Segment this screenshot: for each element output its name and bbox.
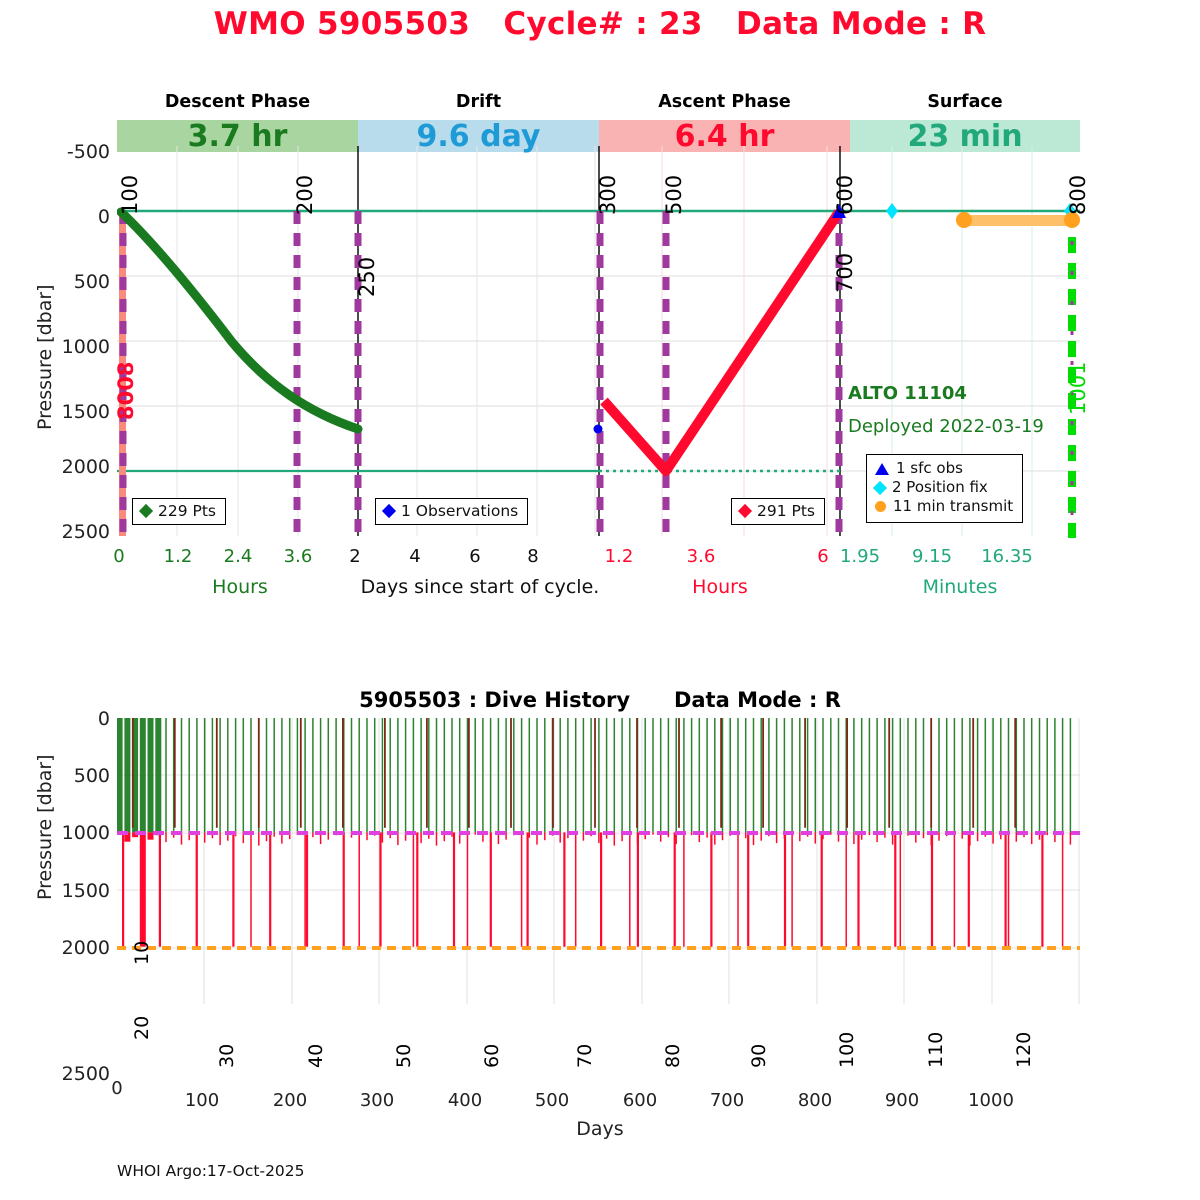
top-ytick-5: 2000 — [61, 456, 110, 478]
msg-label-8008: 8008 — [114, 361, 138, 420]
phase-title-descent: Descent Phase — [164, 92, 311, 112]
bot-ytick-1: 500 — [73, 765, 110, 787]
legend-drift-observations: 1 Observations — [375, 498, 529, 525]
top-xtick-hours-2: 2.4 — [223, 546, 253, 567]
legend-descent-points: 229 Pts — [132, 498, 227, 525]
msg-label-100: 100 — [118, 174, 142, 215]
float-id-annotation: ALTO 11104 — [848, 383, 967, 404]
cycle-label-90: 90 — [748, 1043, 770, 1068]
top-xtick-days-2: 6 — [469, 546, 481, 567]
cycle-label-70: 70 — [574, 1043, 596, 1068]
dive-history-title: 5905503 : Dive History Data Mode : R — [359, 688, 841, 712]
bot-xtick-10: 1000 — [968, 1090, 1014, 1111]
bot-xtick-3: 300 — [359, 1090, 395, 1111]
top-ytick-0: -500 — [66, 141, 110, 163]
cycle-label-40: 40 — [305, 1043, 327, 1068]
phase-band-surface: 23 min — [850, 119, 1080, 154]
top-xtick-min-1: 9.15 — [911, 546, 953, 567]
bot-xtick-4: 400 — [447, 1090, 483, 1111]
msg-label-700: 700 — [833, 252, 857, 293]
top-xtick-days-1: 4 — [409, 546, 421, 567]
position-fix-marker-1 — [886, 203, 898, 219]
legend-drift-observations-label: 1 Observations — [401, 502, 519, 520]
bot-xtick-7: 700 — [709, 1090, 745, 1111]
deploy-date-annotation: Deployed 2022-03-19 — [848, 416, 1044, 437]
triangle-icon — [875, 462, 889, 475]
cycle-label-30: 30 — [216, 1043, 238, 1068]
cycle-label-80: 80 — [662, 1043, 684, 1068]
legend-row-position-fix: 2 Position fix — [872, 478, 1013, 497]
legend-row-sfc-obs: 1 sfc obs — [875, 459, 1013, 478]
phase-title-surface: Surface — [927, 92, 1003, 112]
msg-label-1001: 1001 — [1066, 361, 1090, 415]
top-ytick-2: 500 — [73, 271, 110, 293]
top-ytick-3: 1000 — [61, 336, 110, 358]
diamond-icon — [872, 480, 888, 495]
top-xtick-hours-3: 3.6 — [283, 546, 313, 567]
diamond-icon — [138, 503, 154, 519]
footer-text: WHOI Argo:17-Oct-2025 — [117, 1162, 305, 1180]
top-ytick-6: 2500 — [61, 521, 110, 543]
msg-label-600: 600 — [833, 174, 857, 215]
cycle-label-110: 110 — [925, 1031, 947, 1068]
top-xtick-ahours-0: 1.2 — [604, 546, 634, 567]
cycle-label-20: 20 — [131, 1015, 153, 1040]
msg-label-250: 250 — [355, 256, 379, 297]
top-xaxis-name-ahours: Hours — [692, 576, 748, 598]
legend-position-fix-label: 2 Position fix — [892, 478, 988, 497]
top-xtick-hours-1: 1.2 — [163, 546, 193, 567]
top-xtick-min-0: 1.95 — [839, 546, 881, 567]
msg-label-800: 800 — [1066, 174, 1090, 215]
top-xtick-ahours-1: 3.6 — [686, 546, 716, 567]
legend-sfc-obs-label: 1 sfc obs — [896, 459, 963, 477]
legend-row-transmit: 11 min transmit — [875, 497, 1013, 516]
legend-transmit-label: 11 min transmit — [893, 497, 1014, 516]
bot-ytick-5: 2500 — [61, 1063, 110, 1085]
legend-ascent-points: 291 Pts — [731, 498, 826, 525]
page-title: WMO 5905503 Cycle# : 23 Data Mode : R — [213, 6, 987, 42]
msg-label-300: 300 — [596, 174, 620, 215]
top-ytick-1: 0 — [97, 206, 110, 228]
top-xtick-min-2: 16.35 — [981, 546, 1033, 567]
dive-history-canvas — [117, 718, 1080, 1004]
legend-descent-points-label: 229 Pts — [158, 502, 217, 520]
bot-xtick-8: 800 — [797, 1090, 833, 1111]
cycle-label-10: 10 — [131, 940, 153, 965]
top-xtick-hours-0: 0 — [113, 546, 125, 567]
bot-xtick-1: 100 — [184, 1090, 220, 1111]
top-ytick-4: 1500 — [61, 401, 110, 423]
surface-legend: 1 sfc obs 2 Position fix 11 min transmit — [866, 454, 1024, 523]
cycle-label-50: 50 — [393, 1043, 415, 1068]
top-xtick-days-0: 2 — [349, 546, 361, 567]
bot-xtick-0: 0 — [111, 1078, 123, 1099]
diamond-icon — [381, 503, 397, 519]
top-xaxis-name-days: Days since start of cycle. — [360, 576, 600, 598]
cycle-label-100: 100 — [836, 1031, 858, 1068]
top-xaxis-name-hours: Hours — [212, 576, 268, 598]
top-xaxis-name-minutes: Minutes — [922, 576, 998, 598]
bot-ytick-2: 1000 — [61, 822, 110, 844]
cycle-label-120: 120 — [1013, 1031, 1035, 1068]
diamond-icon — [737, 503, 753, 519]
top-xtick-days-3: 8 — [527, 546, 539, 567]
bot-ytick-0: 0 — [97, 708, 110, 730]
msg-label-200: 200 — [293, 174, 317, 215]
cycle-label-60: 60 — [481, 1043, 503, 1068]
bot-xtick-6: 600 — [622, 1090, 658, 1111]
bot-xtick-2: 200 — [272, 1090, 308, 1111]
phase-band-drift: 9.6 day — [358, 119, 599, 154]
circle-icon — [875, 501, 886, 513]
msg-label-500: 500 — [662, 174, 686, 215]
bottom-x-axis-label: Days — [576, 1118, 624, 1140]
bot-ytick-4: 2000 — [61, 937, 110, 959]
legend-ascent-points-label: 291 Pts — [757, 502, 816, 520]
phase-band-ascent: 6.4 hr — [599, 119, 850, 154]
phase-title-drift: Drift — [455, 92, 502, 112]
phase-title-ascent: Ascent Phase — [658, 92, 791, 112]
top-xtick-ahours-2: 6 — [817, 546, 829, 567]
bot-xtick-5: 500 — [534, 1090, 570, 1111]
bot-ytick-3: 1500 — [61, 880, 110, 902]
bot-xtick-9: 900 — [884, 1090, 920, 1111]
